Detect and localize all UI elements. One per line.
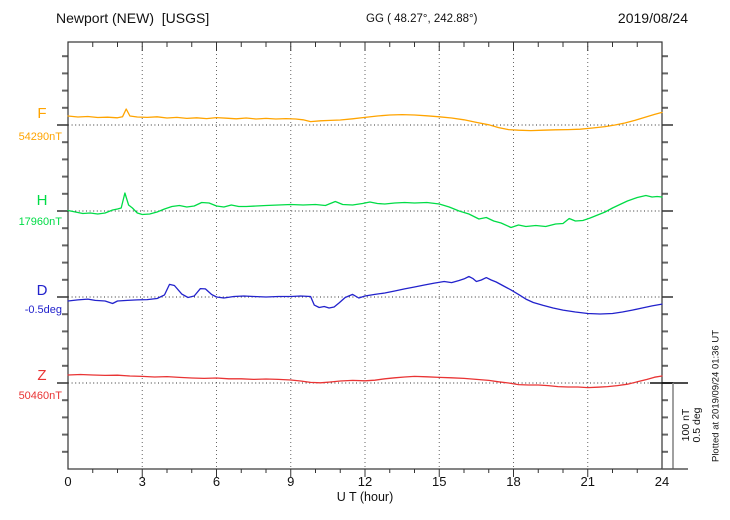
x-tick-label: 18 — [506, 474, 521, 489]
station-title: Newport (NEW) [USGS] — [56, 10, 210, 26]
channel-basevalue-z: 50460nT — [18, 390, 62, 402]
x-tick-label: 3 — [138, 474, 146, 489]
curve-H — [67, 192, 663, 229]
x-tick-label: 24 — [654, 474, 670, 489]
x-tick-label: 21 — [580, 474, 595, 489]
channel-label-d: D — [36, 282, 48, 299]
channel-basevalue-d: -0.5deg — [24, 304, 62, 316]
scale-bar-label-deg: 0.5 deg — [691, 407, 703, 443]
scale-bar-label: 100 nT 0.5 deg — [680, 407, 703, 443]
curve-Z — [67, 373, 663, 389]
x-axis-title: U T (hour) — [336, 490, 394, 504]
x-tick-label: 15 — [432, 474, 447, 489]
x-tick-label: 12 — [357, 474, 373, 489]
x-tick-label: 9 — [287, 474, 295, 489]
channel-label-z: Z — [37, 367, 47, 384]
plot-frame — [67, 41, 663, 470]
plot-date: 2019/08/24 — [617, 10, 688, 26]
x-tick-label: 0 — [64, 474, 72, 489]
curve-F — [67, 108, 663, 132]
curve-D — [67, 275, 663, 315]
x-tick-label: 6 — [212, 474, 221, 489]
channel-label-h: H — [36, 192, 48, 209]
channel-basevalue-h: 17960nT — [18, 216, 62, 228]
channel-label-f: F — [37, 105, 47, 122]
channel-basevalue-f: 54290nT — [18, 131, 62, 143]
plotted-at-note: Plotted at 2019/09/24 01:36 UT — [710, 329, 722, 463]
geographic-coordinates: GG ( 48.27°, 242.88°) — [366, 13, 478, 25]
